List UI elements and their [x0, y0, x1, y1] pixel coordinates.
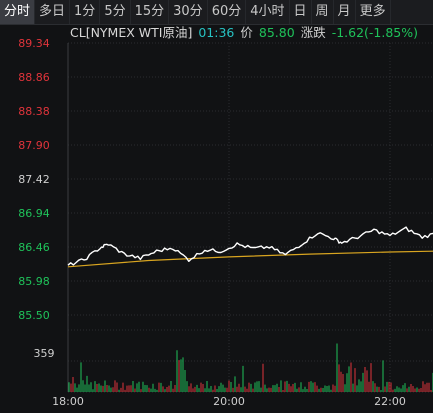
- tab-multi-day[interactable]: 多日: [35, 0, 71, 24]
- tab-month[interactable]: 月: [334, 0, 356, 24]
- period-tabbar: 分时 多日 1分 5分 15分 30分 60分 4小时 日 周 月 更多: [0, 0, 433, 25]
- x-tick-label: 18:00: [52, 395, 84, 408]
- x-tick-label: 22:00: [374, 395, 406, 408]
- change-value: -1.62(-1.85%): [331, 25, 419, 40]
- tab-more[interactable]: 更多: [356, 0, 391, 24]
- quote-time: 01:36: [198, 25, 235, 40]
- tab-30min[interactable]: 30分: [169, 0, 208, 24]
- change-label: 涨跌: [300, 25, 326, 40]
- y-tick-label: 86.46: [18, 241, 50, 254]
- tab-day[interactable]: 日: [290, 0, 312, 24]
- x-tick-label: 20:00: [213, 395, 245, 408]
- quote-header: CL[NYMEX WTI原油] 01:36 价 85.80 涨跌 -1.62(-…: [70, 24, 424, 42]
- tab-intraday[interactable]: 分时: [0, 0, 36, 24]
- average-price-line: [67, 250, 433, 268]
- y-tick-label: 88.38: [18, 105, 50, 118]
- price-label: 价: [240, 25, 253, 40]
- price-value: 85.80: [258, 25, 295, 40]
- symbol-name: CL[NYMEX WTI原油]: [70, 25, 193, 40]
- tab-5min[interactable]: 5分: [100, 0, 131, 24]
- y-tick-label: 87.90: [18, 139, 50, 152]
- y-tick-label: 89.34: [18, 37, 50, 50]
- tab-15min[interactable]: 15分: [131, 0, 170, 24]
- y-tick-label: 88.86: [18, 71, 50, 84]
- volume-tick-label: 359: [34, 347, 55, 360]
- tab-4hour[interactable]: 4小时: [246, 0, 290, 24]
- tab-60min[interactable]: 60分: [208, 0, 247, 24]
- y-tick-label: 85.98: [18, 275, 50, 288]
- y-tick-label: 87.42: [18, 173, 50, 186]
- y-tick-label: 85.50: [18, 309, 50, 322]
- price-line: [67, 226, 433, 266]
- tab-week[interactable]: 周: [312, 0, 334, 24]
- y-tick-label: 86.94: [18, 207, 50, 220]
- tab-1min[interactable]: 1分: [70, 0, 101, 24]
